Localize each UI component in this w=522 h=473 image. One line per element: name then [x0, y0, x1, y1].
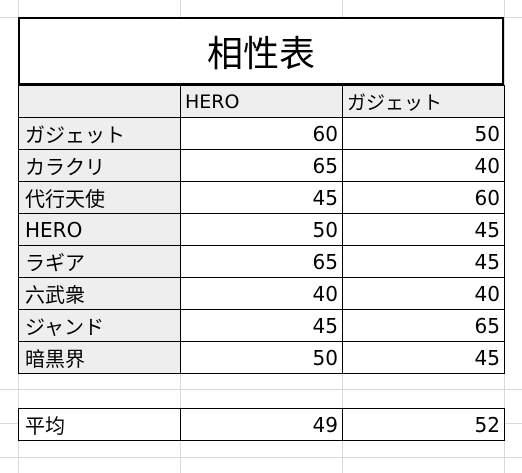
empty-row — [18, 374, 504, 408]
data-table: HERO ガジェット ガジェット 60 50 カラクリ 65 40 代行天使 4… — [18, 85, 505, 374]
cell-value[interactable]: 45 — [342, 213, 505, 246]
table-row: 代行天使 45 60 — [18, 181, 505, 214]
table-row: ガジェット 60 50 — [18, 117, 505, 150]
row-label[interactable]: ガジェット — [18, 117, 181, 150]
table-row: ジャンド 45 65 — [18, 309, 505, 342]
cell-value[interactable]: 45 — [342, 341, 505, 374]
cell-value[interactable]: 40 — [342, 149, 505, 182]
average-row: 平均 49 52 — [18, 408, 505, 441]
cell-value[interactable]: 45 — [180, 181, 343, 214]
cell-value[interactable]: 60 — [342, 181, 505, 214]
table-row: カラクリ 65 40 — [18, 149, 505, 182]
average-table: 平均 49 52 — [18, 408, 505, 441]
cell-value[interactable]: 45 — [180, 309, 343, 342]
table-row: HERO 50 45 — [18, 213, 505, 246]
row-label[interactable]: カラクリ — [18, 149, 181, 182]
average-value-gadget[interactable]: 52 — [342, 408, 505, 441]
table-row: 暗黒界 50 45 — [18, 341, 505, 374]
table-title[interactable]: 相性表 — [18, 17, 504, 85]
compatibility-table: 相性表 HERO ガジェット ガジェット 60 50 カラクリ 65 40 代行… — [18, 17, 505, 441]
row-label[interactable]: HERO — [18, 213, 181, 246]
column-header-gadget[interactable]: ガジェット — [342, 85, 505, 118]
cell-value[interactable]: 60 — [180, 117, 343, 150]
cell-value[interactable]: 65 — [342, 309, 505, 342]
column-header-hero[interactable]: HERO — [180, 85, 343, 118]
cell-value[interactable]: 50 — [342, 117, 505, 150]
row-label[interactable]: ラギア — [18, 245, 181, 278]
cell-value[interactable]: 65 — [180, 149, 343, 182]
average-value-hero[interactable]: 49 — [180, 408, 343, 441]
cell-value[interactable]: 40 — [342, 277, 505, 310]
table-row: ラギア 65 45 — [18, 245, 505, 278]
average-label[interactable]: 平均 — [18, 408, 181, 441]
corner-cell[interactable] — [18, 85, 181, 118]
table-row: 六武衆 40 40 — [18, 277, 505, 310]
row-label[interactable]: ジャンド — [18, 309, 181, 342]
cell-value[interactable]: 40 — [180, 277, 343, 310]
header-row: HERO ガジェット — [18, 85, 505, 118]
cell-value[interactable]: 65 — [180, 245, 343, 278]
cell-value[interactable]: 50 — [180, 341, 343, 374]
cell-value[interactable]: 50 — [180, 213, 343, 246]
row-label[interactable]: 代行天使 — [18, 181, 181, 214]
row-label[interactable]: 六武衆 — [18, 277, 181, 310]
cell-value[interactable]: 45 — [342, 245, 505, 278]
row-label[interactable]: 暗黒界 — [18, 341, 181, 374]
